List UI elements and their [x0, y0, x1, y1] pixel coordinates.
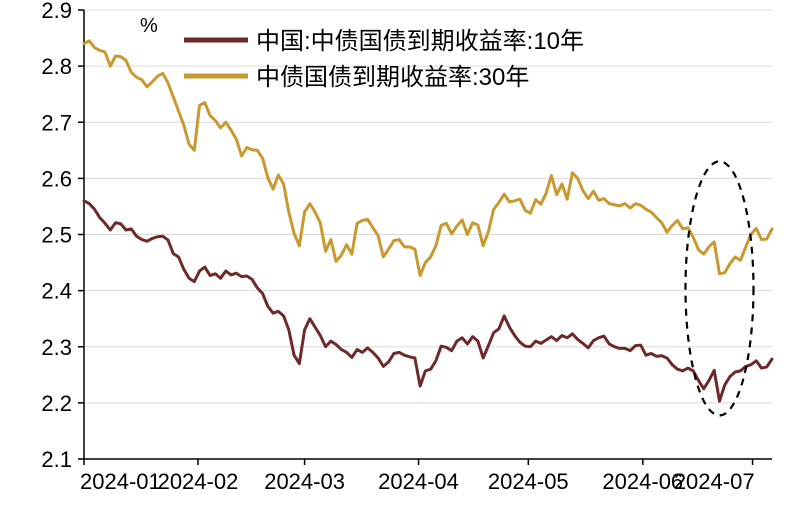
x-tick-label: 2024-07 [674, 469, 755, 494]
y-tick-label: 2.3 [41, 335, 72, 360]
y-tick-label: 2.6 [41, 166, 72, 191]
y-tick-label: 2.5 [41, 223, 72, 248]
y-tick-label: 2.1 [41, 447, 72, 472]
x-tick-label: 2024-04 [378, 469, 459, 494]
x-tick-label: 2024-05 [488, 469, 569, 494]
x-tick-label: 2024-01 [80, 469, 161, 494]
y-tick-label: 2.7 [41, 110, 72, 135]
chart-svg: 2.12.22.32.42.52.62.72.82.92024-012024-0… [0, 0, 790, 507]
legend-label: 中债国债到期收益率:30年 [256, 64, 529, 91]
y-tick-label: 2.2 [41, 391, 72, 416]
legend-label: 中国:中债国债到期收益率:10年 [256, 28, 584, 55]
y-tick-label: 2.9 [41, 0, 72, 23]
unit-label: % [140, 15, 158, 37]
yield-chart: 2.12.22.32.42.52.62.72.82.92024-012024-0… [0, 0, 790, 507]
x-tick-label: 2024-06 [602, 469, 683, 494]
y-tick-label: 2.8 [41, 54, 72, 79]
x-tick-label: 2024-03 [264, 469, 345, 494]
x-tick-label: 2024-02 [158, 469, 239, 494]
y-tick-label: 2.4 [41, 279, 72, 304]
